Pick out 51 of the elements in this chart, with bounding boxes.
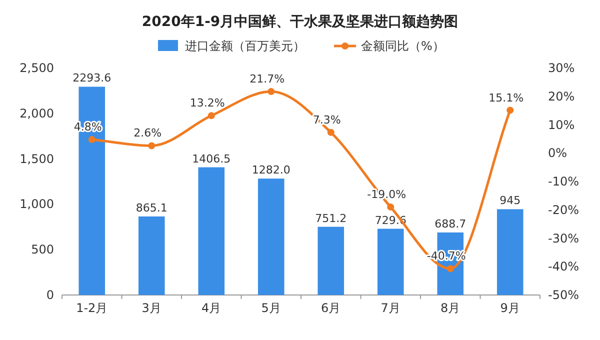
- data-label: 865.1: [136, 201, 168, 214]
- y-tick-label: 2,000: [20, 106, 54, 120]
- y2-tick-label: 20%: [548, 89, 575, 104]
- x-tick-label: 4月: [202, 301, 222, 315]
- y-tick-label: 1,000: [20, 197, 54, 212]
- y2-tick-label: 10%: [548, 118, 575, 132]
- x-tick-label: 3月: [142, 301, 162, 315]
- y2-tick-label: 30%: [548, 61, 575, 75]
- x-tick-label: 5月: [261, 301, 281, 315]
- point: [268, 88, 275, 96]
- data-label: 13.2%: [190, 96, 225, 110]
- bar: [496, 209, 524, 295]
- point: [327, 128, 334, 136]
- y-tick-label: 1,500: [20, 152, 54, 166]
- data-label: 2.6%: [134, 126, 162, 140]
- legend-label: 金额同比（%）: [361, 39, 444, 53]
- data-label: 945: [500, 194, 521, 208]
- data-label: 688.7: [434, 217, 466, 230]
- data-label: 1282.0: [252, 164, 290, 177]
- x-tick-label: 1-2月: [76, 301, 108, 315]
- chart-title: 2020年1-9月中国鲜、干水果及坚果进口额趋势图: [142, 13, 458, 30]
- point: [506, 106, 514, 114]
- data-label: 2293.6: [72, 72, 112, 85]
- y2-tick-label: -40%: [548, 260, 580, 274]
- bar: [258, 178, 284, 295]
- legend-label: 进口金额（百万美元）: [185, 39, 305, 53]
- x-tick-label: 7月: [380, 301, 400, 315]
- y-tick-label: 500: [31, 242, 54, 257]
- x-tick-label: 9月: [500, 301, 520, 315]
- y2-tick-label: -10%: [548, 174, 580, 188]
- x-tick-label: 8月: [440, 301, 460, 315]
- point: [208, 112, 215, 120]
- bar: [198, 167, 225, 295]
- bar: [318, 226, 344, 295]
- point: [148, 142, 156, 150]
- bar: [377, 228, 404, 295]
- data-label: 1406.5: [192, 152, 231, 166]
- y2-tick-label: -30%: [548, 231, 580, 246]
- x-tick-label: 6月: [321, 301, 341, 315]
- point: [446, 265, 454, 272]
- y-tick-label: 0: [46, 288, 54, 302]
- data-label: 21.7%: [250, 72, 285, 86]
- y2-tick-label: -50%: [548, 288, 580, 302]
- y2-tick-label: -20%: [548, 202, 580, 217]
- data-label: 15.1%: [488, 91, 524, 104]
- y2-tick-label: 0%: [548, 146, 568, 160]
- bar: [138, 216, 165, 295]
- y-tick-label: 2,500: [20, 61, 54, 75]
- data-label: 751.2: [315, 212, 347, 225]
- point: [387, 204, 394, 211]
- point: [88, 136, 96, 144]
